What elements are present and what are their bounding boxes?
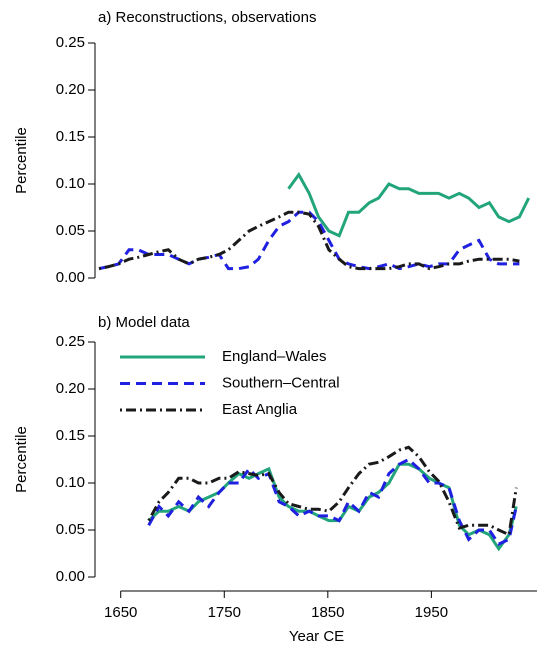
series-line — [147, 445, 518, 537]
y-tick-label: 0.05 — [56, 222, 85, 239]
series-line — [98, 210, 520, 271]
x-axis-label: Year CE — [289, 628, 344, 645]
y-tick-label: 0.10 — [56, 175, 85, 192]
legend-label: England–Wales — [222, 348, 327, 365]
y-tick-label: 0.25 — [56, 34, 85, 51]
series-line — [147, 457, 518, 546]
panel-title: a) Reconstructions, observations — [98, 9, 316, 26]
legend-label: East Anglia — [222, 401, 298, 418]
series-line — [98, 210, 520, 271]
legend-label: Southern–Central — [222, 374, 340, 391]
y-tick-label: 0.10 — [56, 474, 85, 491]
x-tick-label: 1950 — [415, 604, 448, 621]
y-tick-label: 0.00 — [56, 568, 85, 585]
y-tick-label: 0.05 — [56, 521, 85, 538]
y-tick-label: 0.25 — [56, 333, 85, 350]
series-line — [147, 462, 518, 552]
panel-title: b) Model data — [98, 314, 190, 331]
x-tick-label: 1750 — [208, 604, 241, 621]
y-tick-label: 0.15 — [56, 128, 85, 145]
y-tick-label: 0.15 — [56, 427, 85, 444]
y-tick-label: 0.20 — [56, 380, 85, 397]
y-axis-label: Percentile — [13, 426, 30, 493]
y-tick-label: 0.20 — [56, 81, 85, 98]
y-axis-label: Percentile — [13, 127, 30, 194]
x-tick-label: 1650 — [104, 604, 137, 621]
y-tick-label: 0.00 — [56, 269, 85, 286]
series-line — [287, 171, 531, 238]
x-tick-label: 1850 — [311, 604, 344, 621]
